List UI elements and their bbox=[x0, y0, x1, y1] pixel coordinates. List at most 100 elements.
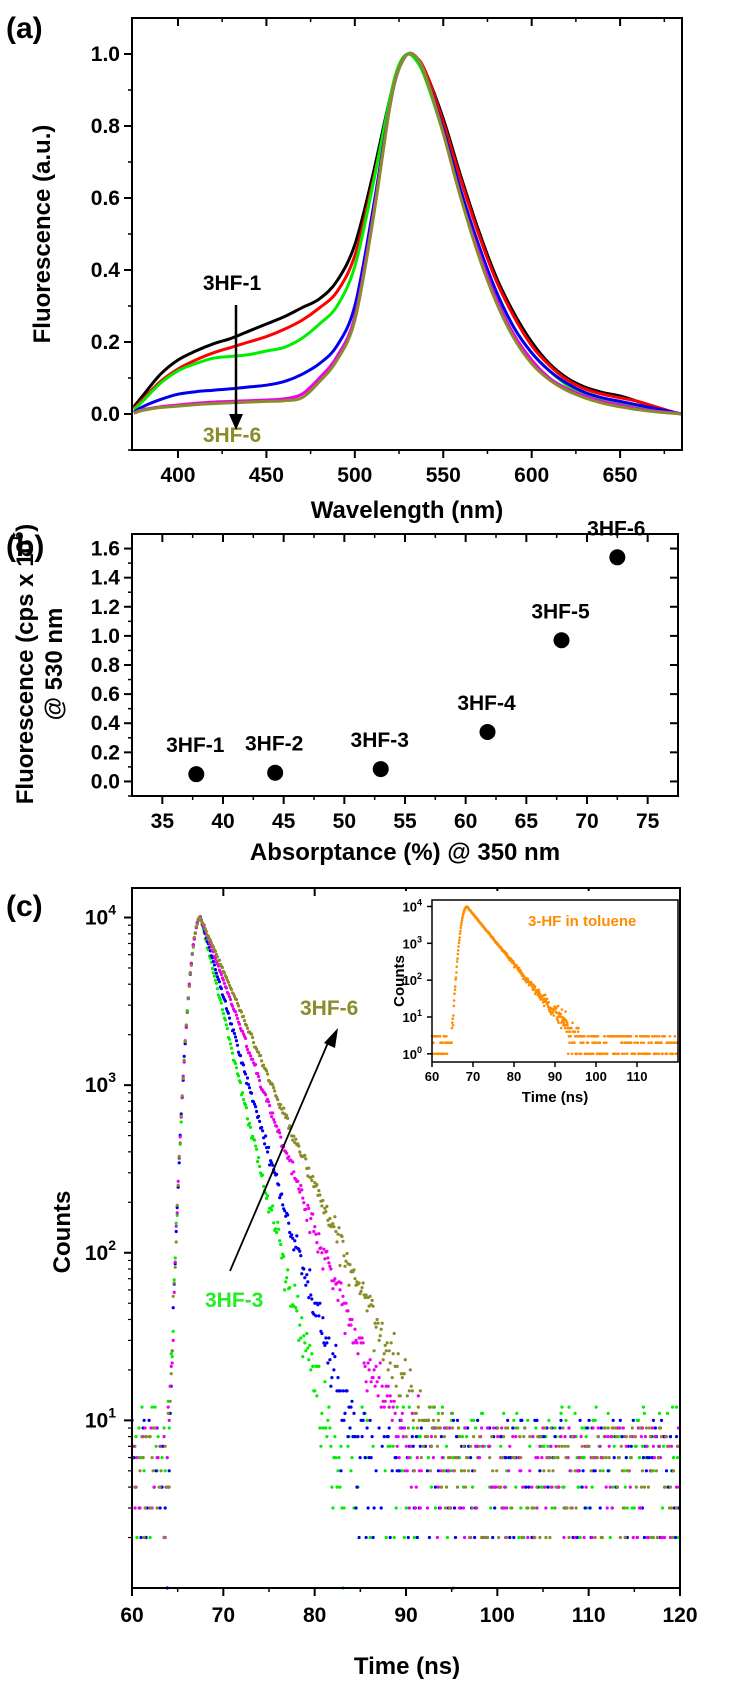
decay-point bbox=[398, 1426, 402, 1430]
decay-point bbox=[544, 1506, 548, 1510]
decay-point bbox=[135, 1535, 139, 1540]
decay-point bbox=[400, 1411, 404, 1415]
inset-decay-point bbox=[457, 941, 461, 945]
decay-point bbox=[170, 1361, 174, 1365]
inset-decay-point bbox=[545, 997, 549, 1001]
decay-point bbox=[560, 1444, 564, 1448]
decay-point bbox=[168, 1384, 172, 1388]
decay-point bbox=[461, 1444, 466, 1448]
decay-point bbox=[236, 1050, 241, 1054]
decay-point bbox=[548, 1535, 552, 1540]
decay-point bbox=[172, 1278, 176, 1282]
decay-point bbox=[601, 1469, 605, 1473]
decay-point bbox=[389, 1341, 393, 1345]
decay-point bbox=[673, 1535, 678, 1540]
inset-decay-point bbox=[559, 1012, 563, 1016]
decay-point bbox=[469, 1456, 473, 1460]
decay-point bbox=[323, 1257, 327, 1261]
decay-point bbox=[618, 1535, 622, 1540]
decay-point bbox=[619, 1444, 623, 1448]
inset-ticks: 60 70 80 90 100 110 100 101 102 103 104 bbox=[403, 897, 648, 1084]
decay-point bbox=[457, 1506, 462, 1510]
inset-decay-point bbox=[567, 1035, 571, 1038]
inset-decay-point bbox=[579, 1052, 583, 1056]
y-tick-label-b: 0.6 bbox=[91, 683, 120, 706]
decay-point bbox=[383, 1343, 387, 1347]
decay-point bbox=[611, 1418, 615, 1422]
decay-point bbox=[349, 1469, 353, 1473]
decay-point bbox=[167, 1418, 171, 1422]
annotation-3hf-1-a: 3HF-1 bbox=[203, 272, 262, 295]
decay-point bbox=[251, 1035, 255, 1040]
x-tick-label-c: 120 bbox=[662, 1604, 697, 1627]
decay-point bbox=[536, 1435, 540, 1439]
inset-x-tick-label: 90 bbox=[548, 1069, 562, 1084]
decay-point bbox=[337, 1226, 341, 1230]
decay-point bbox=[506, 1426, 510, 1430]
inset-decay-point bbox=[506, 953, 509, 957]
decay-point bbox=[587, 1418, 591, 1422]
decay-point bbox=[286, 1268, 290, 1272]
decay-point bbox=[620, 1469, 624, 1473]
inset-decay-point bbox=[451, 1023, 455, 1027]
decay-point bbox=[394, 1506, 398, 1510]
decay-point bbox=[179, 1112, 183, 1116]
decay-point bbox=[319, 1444, 323, 1448]
decay-point bbox=[338, 1288, 342, 1292]
decay-point bbox=[360, 1286, 364, 1290]
decay-point bbox=[338, 1485, 342, 1489]
decay-point bbox=[634, 1485, 638, 1489]
decay-point bbox=[490, 1435, 494, 1439]
inset-decay-point bbox=[614, 1052, 618, 1056]
inset-decay-point bbox=[585, 1052, 588, 1056]
inset-decay-point bbox=[450, 1041, 453, 1044]
decay-point bbox=[659, 1435, 664, 1439]
decay-point bbox=[457, 1435, 462, 1439]
decay-point bbox=[336, 1232, 340, 1236]
inset-decay-point bbox=[657, 1041, 660, 1044]
decay-point bbox=[233, 1010, 238, 1014]
decay-point bbox=[257, 1050, 261, 1055]
decay-point bbox=[363, 1456, 367, 1460]
decay-point bbox=[234, 1039, 239, 1043]
decay-point bbox=[489, 1506, 493, 1510]
decay-point bbox=[179, 1120, 183, 1124]
decay-point bbox=[293, 1141, 297, 1145]
inset-decay-point bbox=[563, 1026, 567, 1030]
inset-decay-point bbox=[452, 1004, 456, 1008]
decay-point bbox=[154, 1444, 158, 1448]
inset-ylabel: Counts bbox=[391, 955, 408, 1007]
decay-point bbox=[510, 1506, 514, 1510]
decay-point bbox=[606, 1469, 610, 1473]
decay-point bbox=[395, 1405, 399, 1409]
decay-point bbox=[275, 1230, 279, 1235]
decay-point bbox=[323, 1380, 327, 1384]
decay-point bbox=[514, 1426, 518, 1430]
decay-point bbox=[412, 1535, 416, 1540]
decay-point bbox=[324, 1210, 328, 1214]
decay-point bbox=[204, 929, 208, 934]
inset-decay-point bbox=[647, 1035, 651, 1038]
decay-point bbox=[166, 1411, 170, 1415]
inset-decay-point bbox=[604, 1041, 608, 1044]
decay-point bbox=[394, 1384, 398, 1388]
decay-point bbox=[336, 1298, 340, 1302]
decay-point bbox=[213, 968, 217, 972]
decay-point bbox=[316, 1250, 320, 1254]
inset-decay-point bbox=[650, 1041, 653, 1044]
decay-point bbox=[187, 984, 191, 989]
decay-point bbox=[350, 1317, 354, 1322]
decay-point bbox=[473, 1535, 477, 1540]
decay-point bbox=[524, 1485, 528, 1489]
decay-point bbox=[612, 1444, 616, 1448]
panel-b-points: 3HF-1 3HF-2 3HF-3 3HF-4 3HF-5 3HF-6 bbox=[166, 517, 646, 783]
decay-point bbox=[238, 1054, 243, 1058]
decay-point bbox=[407, 1405, 411, 1409]
inset-decay-point bbox=[586, 1041, 590, 1044]
series-line-a-2 bbox=[132, 51, 683, 416]
y-tick-label-b: 0.0 bbox=[91, 770, 120, 793]
decay-point bbox=[294, 1137, 298, 1141]
decay-point bbox=[219, 987, 223, 991]
decay-point bbox=[629, 1456, 633, 1460]
decay-point bbox=[352, 1341, 356, 1345]
